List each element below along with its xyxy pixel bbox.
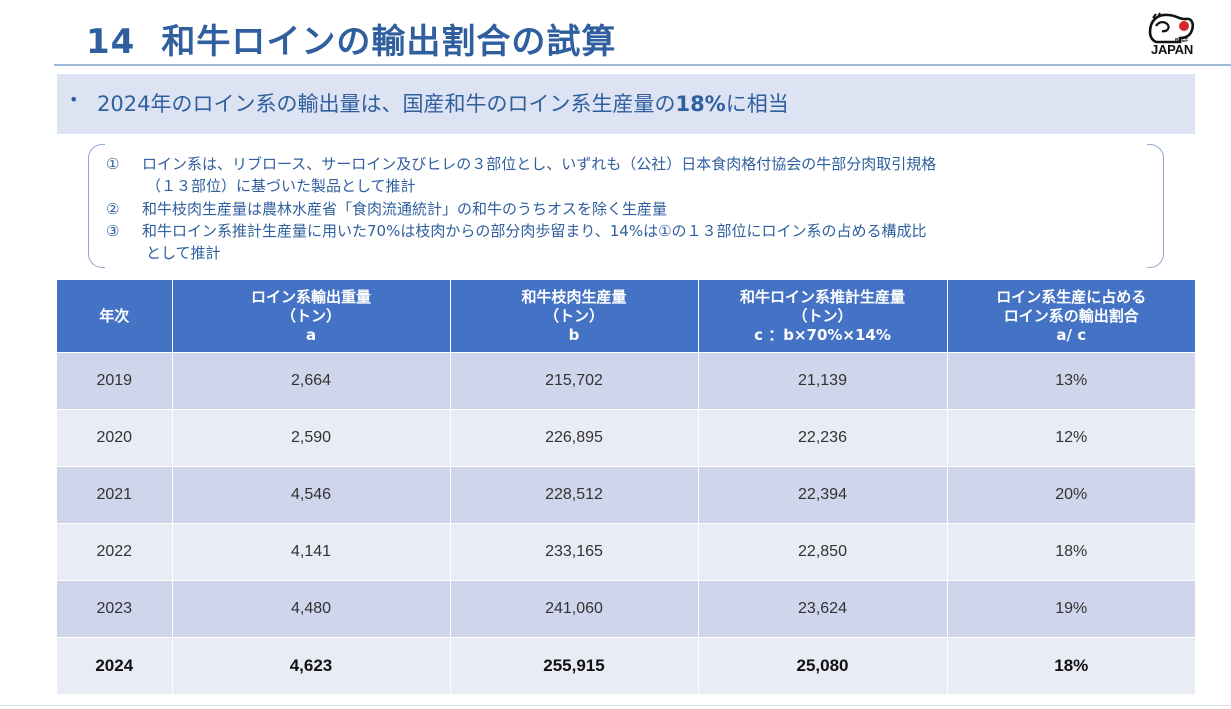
header-carcass-production: 和牛枝肉生産量 （トン） b: [450, 280, 699, 353]
summary-text: 2024年のロイン系の輸出量は、国産和牛のロイン系生産量の18%に相当: [97, 88, 789, 118]
cell-carcass: 255,915: [450, 637, 699, 694]
note-2: ② 和牛枝肉生産量は農林水産省「食肉流通統計」の和牛のうちオスを除く生産量: [106, 198, 667, 220]
header-year: 年次: [57, 280, 173, 353]
cell-export: 2,590: [172, 409, 451, 467]
cell-loin-production: 22,394: [698, 466, 948, 524]
cell-carcass: 215,702: [450, 352, 699, 410]
cell-year: 2024: [57, 637, 173, 694]
cell-year: 2021: [57, 466, 173, 524]
logo-small-text: BEEF: [1175, 38, 1189, 44]
cell-loin-production: 23,624: [698, 580, 948, 638]
note-mark: ①: [106, 155, 120, 173]
cell-year: 2020: [57, 409, 173, 467]
cell-ratio: 12%: [947, 409, 1195, 467]
export-ratio-table: 年次 ロイン系輸出重量 （トン） a 和牛枝肉生産量 （トン） b 和牛ロイン系推計生産…: [57, 280, 1195, 694]
cell-loin-production: 22,236: [698, 409, 948, 467]
note-1: ① ロイン系は、リブロース、サーロイン及びヒレの３部位とし、いずれも（公社）日本食…: [106, 153, 936, 175]
left-bracket: [88, 144, 105, 268]
bullet: •: [69, 90, 79, 109]
title-text: 和牛ロインの輸出割合の試算: [161, 22, 617, 62]
cell-carcass: 226,895: [450, 409, 699, 467]
cell-ratio: 18%: [947, 637, 1195, 694]
note-text: 和牛枝肉生産量は農林水産省「食肉流通統計」の和牛のうちオスを除く生産量: [142, 200, 668, 218]
cell-ratio: 19%: [947, 580, 1195, 638]
cell-loin-production: 22,850: [698, 523, 948, 581]
header-export-ratio: ロイン系生産に占める ロイン系の輸出割合 a/ c: [947, 280, 1195, 353]
note-3-continued: として推計: [146, 244, 221, 262]
cell-year: 2019: [57, 352, 173, 410]
wagyu-japan-logo-icon: [1148, 12, 1195, 44]
note-mark: ③: [106, 222, 120, 240]
summary-text-before: 2024年のロイン系の輸出量は、国産和牛のロイン系生産量の: [97, 92, 676, 116]
cell-export: 4,546: [172, 466, 451, 524]
page-title: 14 和牛ロインの輸出割合の試算: [86, 14, 616, 63]
cell-ratio: 20%: [947, 466, 1195, 524]
note-3: ③ 和牛ロイン系推計生産量に用いた70%は枝肉からの部分肉歩留まり、14%は①の１…: [106, 220, 927, 242]
cell-year: 2022: [57, 523, 173, 581]
slide-number: 14: [86, 22, 136, 62]
cell-carcass: 228,512: [450, 466, 699, 524]
table-row: 2021 4,546 228,512 22,394 20%: [57, 466, 1195, 524]
cell-year: 2023: [57, 580, 173, 638]
cell-export: 2,664: [172, 352, 451, 410]
note-1-continued: （１３部位）に基づいた製品として推計: [146, 177, 416, 195]
table-row-highlight: 2024 4,623 255,915 25,080 18%: [57, 637, 1195, 694]
title-divider: [54, 64, 1231, 66]
table-row: 2019 2,664 215,702 21,139 13%: [57, 352, 1195, 410]
note-text: 和牛ロイン系推計生産量に用いた70%は枝肉からの部分肉歩留まり、14%は①の１３…: [142, 222, 927, 240]
table-row: 2020 2,590 226,895 22,236 12%: [57, 409, 1195, 467]
cell-export: 4,623: [172, 637, 451, 694]
header-loin-export: ロイン系輸出重量 （トン） a: [172, 280, 451, 353]
note-text: ロイン系は、リブロース、サーロイン及びヒレの３部位とし、いずれも（公社）日本食肉…: [142, 155, 937, 173]
note-mark: ②: [106, 200, 120, 218]
right-bracket: [1147, 144, 1164, 268]
cell-carcass: 233,165: [450, 523, 699, 581]
summary-box: • 2024年のロイン系の輸出量は、国産和牛のロイン系生産量の18%に相当: [57, 74, 1195, 134]
table-header-row: 年次 ロイン系輸出重量 （トン） a 和牛枝肉生産量 （トン） b 和牛ロイン系推計生産…: [57, 280, 1195, 353]
cell-export: 4,480: [172, 580, 451, 638]
summary-highlight: 18%: [675, 92, 726, 116]
table-row: 2023 4,480 241,060 23,624 19%: [57, 580, 1195, 638]
cell-ratio: 13%: [947, 352, 1195, 410]
cell-carcass: 241,060: [450, 580, 699, 638]
logo-text: JAPAN: [1150, 42, 1194, 57]
header-loin-estimated-production: 和牛ロイン系推計生産量 （トン） c ：b×70%×14%: [698, 280, 948, 353]
bottom-divider: [0, 705, 1231, 706]
cell-export: 4,141: [172, 523, 451, 581]
cell-ratio: 18%: [947, 523, 1195, 581]
cell-loin-production: 21,139: [698, 352, 948, 410]
cell-loin-production: 25,080: [698, 637, 948, 694]
table-row: 2022 4,141 233,165 22,850 18%: [57, 523, 1195, 581]
summary-text-after: に相当: [725, 92, 789, 116]
notes-box: ① ロイン系は、リブロース、サーロイン及びヒレの３部位とし、いずれも（公社）日本食…: [88, 144, 1164, 268]
